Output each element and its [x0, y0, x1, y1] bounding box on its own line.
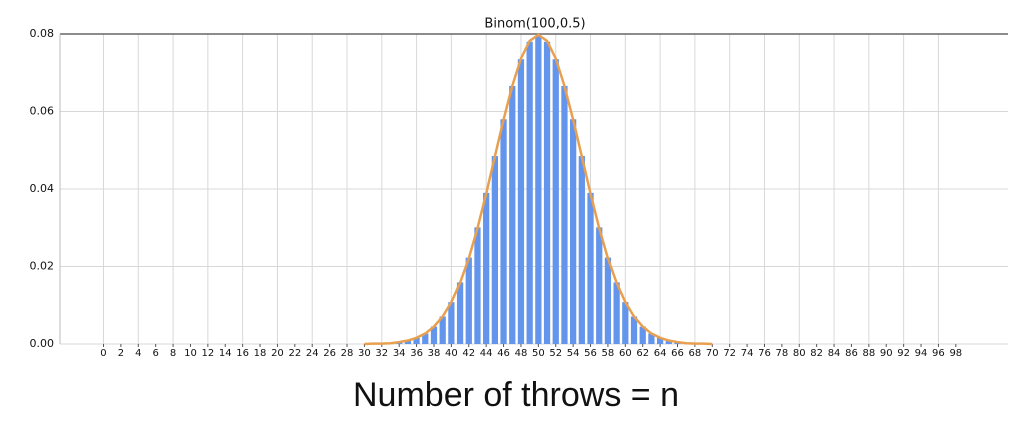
- bar: [404, 340, 412, 344]
- bar: [439, 316, 446, 344]
- x-tick-label: 36: [410, 348, 423, 359]
- x-tick-label: 66: [671, 348, 684, 359]
- x-tick-label: 86: [845, 348, 858, 359]
- curve: [364, 33, 713, 346]
- x-tick-label: 32: [375, 348, 388, 359]
- x-tick-label: 78: [776, 348, 789, 359]
- bar: [430, 326, 438, 344]
- x-tick-label: 10: [184, 348, 197, 359]
- x-tick-label: 18: [254, 348, 267, 359]
- x-tick-label: 38: [428, 348, 441, 359]
- y-tick-label: 0.00: [30, 337, 55, 350]
- x-tick-label: 34: [393, 348, 406, 359]
- x-tick-label: 56: [584, 348, 597, 359]
- x-tick-label: 6: [152, 348, 158, 359]
- x-tick-label: 46: [497, 348, 510, 359]
- x-tick-label: 62: [636, 348, 649, 359]
- x-tick-label: 30: [358, 348, 371, 359]
- bar: [552, 59, 559, 344]
- bar: [483, 192, 490, 344]
- x-tick-label: 16: [236, 348, 249, 359]
- x-tick-label: 90: [880, 348, 893, 359]
- x-tick-label: 4: [135, 348, 141, 359]
- x-axis-label: Number of throws = n: [353, 376, 679, 414]
- x-tick-label: 44: [480, 348, 493, 359]
- y-tick-label: 0.06: [30, 105, 55, 118]
- bar: [422, 333, 429, 344]
- bar: [596, 227, 603, 344]
- bar: [665, 340, 672, 344]
- chart-title: Binom(100,0.5): [484, 17, 585, 32]
- bar: [587, 192, 594, 344]
- x-tick-label: 20: [271, 348, 284, 359]
- x-tick-label: 52: [549, 348, 562, 359]
- bar: [474, 227, 481, 344]
- x-tick-label: 60: [619, 348, 632, 359]
- x-tick-label: 24: [306, 348, 319, 359]
- y-tick-label: 0.08: [30, 27, 55, 40]
- bar: [639, 326, 646, 344]
- x-tick-label: 8: [170, 348, 176, 359]
- x-tick-label: 94: [915, 348, 928, 359]
- x-tick-label: 82: [810, 348, 823, 359]
- bar: [613, 282, 620, 344]
- bar: [535, 35, 542, 345]
- x-tick-label: 70: [706, 348, 719, 359]
- bar: [656, 337, 664, 344]
- x-tick-label: 92: [897, 348, 910, 359]
- bar: [561, 85, 568, 345]
- x-tick-label: 22: [288, 348, 301, 359]
- x-tick-label: 96: [932, 348, 945, 359]
- bar: [517, 59, 525, 344]
- bar: [604, 257, 612, 344]
- x-tick-label: 64: [654, 348, 667, 359]
- bar: [578, 156, 585, 344]
- x-tick-label: 2: [118, 348, 124, 359]
- x-tick-label: 48: [515, 348, 528, 359]
- bar: [491, 156, 498, 344]
- x-tick-label: 80: [793, 348, 806, 359]
- x-tick-label: 58: [602, 348, 615, 359]
- x-tick-label: 50: [532, 348, 545, 359]
- x-tick-label: 88: [862, 348, 875, 359]
- x-tick-label: 98: [949, 348, 962, 359]
- bar: [543, 41, 551, 344]
- x-tick-label: 76: [758, 348, 771, 359]
- bar: [509, 85, 516, 345]
- x-tick-label: 68: [689, 348, 702, 359]
- x-tick-label: 12: [201, 348, 214, 359]
- bar: [500, 119, 507, 344]
- x-tick-label: 28: [341, 348, 354, 359]
- x-tick-label: 0: [100, 348, 106, 359]
- x-tick-label: 42: [462, 348, 475, 359]
- x-tick-label: 74: [741, 348, 754, 359]
- x-tick-label: 72: [723, 348, 736, 359]
- bar: [622, 302, 629, 344]
- x-tick-label: 26: [323, 348, 336, 359]
- x-tick-label: 14: [219, 348, 232, 359]
- y-tick-label: 0.04: [30, 182, 55, 195]
- x-tick-label: 54: [567, 348, 580, 359]
- x-tick-label: 40: [445, 348, 458, 359]
- bar: [648, 333, 655, 344]
- bar: [413, 337, 420, 344]
- x-tick-label: 84: [828, 348, 841, 359]
- bar: [448, 302, 455, 344]
- bar: [630, 316, 638, 344]
- bar: [465, 257, 472, 344]
- bar: [526, 41, 533, 344]
- bar: [456, 282, 464, 344]
- y-tick-label: 0.02: [30, 260, 55, 273]
- bar: [570, 119, 577, 344]
